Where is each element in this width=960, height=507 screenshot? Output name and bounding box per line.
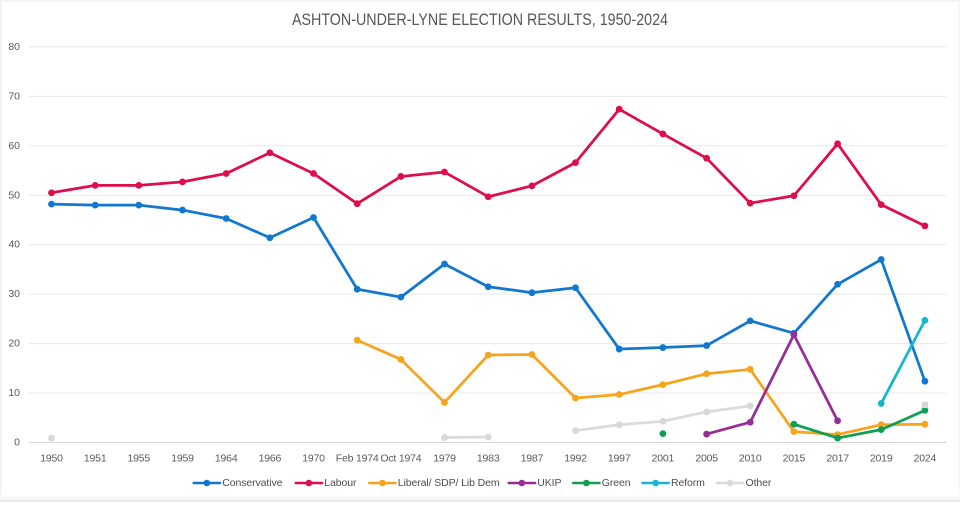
svg-text:2001: 2001 — [652, 453, 675, 465]
svg-text:Oct 1974: Oct 1974 — [380, 453, 421, 465]
svg-text:40: 40 — [8, 239, 20, 251]
svg-text:Reform: Reform — [671, 477, 705, 489]
svg-text:1979: 1979 — [433, 453, 456, 465]
svg-text:70: 70 — [8, 90, 20, 102]
svg-text:Other: Other — [746, 477, 772, 489]
svg-text:1997: 1997 — [608, 453, 631, 465]
svg-text:20: 20 — [8, 338, 20, 350]
svg-text:1966: 1966 — [259, 453, 282, 465]
svg-text:2005: 2005 — [695, 453, 718, 465]
svg-text:1987: 1987 — [521, 453, 544, 465]
svg-text:Feb 1974: Feb 1974 — [336, 453, 379, 465]
svg-text:1955: 1955 — [128, 453, 151, 465]
svg-text:2017: 2017 — [826, 453, 849, 465]
svg-text:1950: 1950 — [40, 453, 63, 465]
svg-text:2010: 2010 — [739, 453, 762, 465]
svg-text:30: 30 — [8, 288, 20, 300]
svg-text:0: 0 — [14, 437, 20, 449]
svg-text:Green: Green — [602, 477, 631, 489]
svg-text:1964: 1964 — [215, 453, 238, 465]
svg-text:UKIP: UKIP — [537, 477, 561, 489]
svg-text:2019: 2019 — [870, 453, 893, 465]
svg-text:1959: 1959 — [171, 453, 194, 465]
svg-text:60: 60 — [8, 140, 20, 152]
svg-text:1983: 1983 — [477, 453, 500, 465]
svg-text:2015: 2015 — [783, 453, 806, 465]
svg-text:2024: 2024 — [914, 453, 937, 465]
svg-text:Labour: Labour — [324, 477, 357, 489]
svg-text:50: 50 — [8, 189, 20, 201]
svg-text:1992: 1992 — [564, 453, 587, 465]
svg-text:1951: 1951 — [84, 453, 107, 465]
svg-text:80: 80 — [8, 41, 20, 53]
svg-text:Liberal/ SDP/ Lib Dem: Liberal/ SDP/ Lib Dem — [398, 477, 500, 489]
svg-text:1970: 1970 — [302, 453, 325, 465]
svg-text:10: 10 — [8, 387, 20, 399]
svg-text:Conservative: Conservative — [222, 477, 282, 489]
svg-text:ASHTON-UNDER-LYNE ELECTION RES: ASHTON-UNDER-LYNE ELECTION RESULTS, 1950… — [292, 11, 668, 29]
